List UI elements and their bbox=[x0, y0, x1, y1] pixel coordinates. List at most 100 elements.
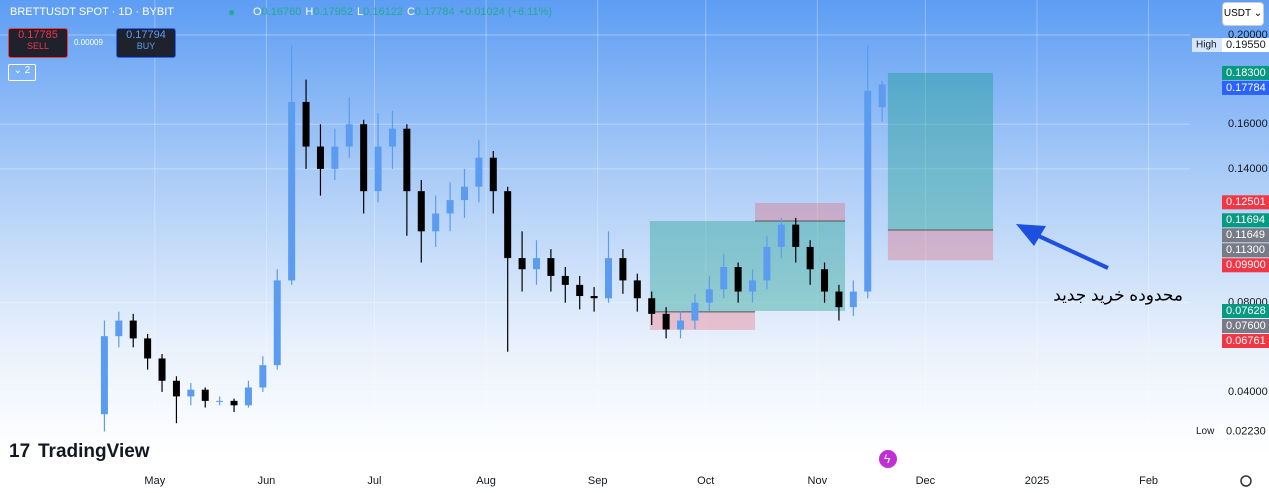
price-label: 0.11694 bbox=[1226, 214, 1265, 226]
marker-value: 0.19550 bbox=[1226, 39, 1266, 51]
candle-body bbox=[734, 267, 742, 292]
candle-body bbox=[273, 280, 281, 366]
event-icon[interactable] bbox=[879, 450, 897, 468]
candle-body bbox=[518, 258, 526, 270]
candle-body bbox=[432, 213, 440, 232]
y-tick-label: 0.16000 bbox=[1228, 118, 1268, 130]
ohlc-key: O bbox=[253, 6, 262, 18]
candle-body bbox=[576, 284, 584, 297]
candle-body bbox=[619, 258, 627, 281]
candle-body bbox=[475, 157, 483, 187]
indicators-count: 2 bbox=[24, 65, 31, 76]
marker-box bbox=[1192, 424, 1222, 439]
price-label-box bbox=[1222, 303, 1269, 318]
candle-body bbox=[878, 84, 886, 108]
candle-body bbox=[259, 365, 267, 388]
y-tick-label: 0.20000 bbox=[1228, 29, 1268, 41]
price-label: 0.06761 bbox=[1226, 335, 1266, 347]
ohlc-key: C bbox=[406, 6, 415, 18]
candle-body bbox=[806, 246, 814, 270]
candle-body bbox=[316, 146, 324, 169]
candle-body bbox=[230, 400, 238, 406]
candle-body bbox=[388, 128, 396, 147]
price-label-box bbox=[1222, 80, 1269, 95]
status-dot: ● bbox=[228, 5, 236, 19]
price-label: 0.07600 bbox=[1226, 320, 1266, 332]
buy-price: 0.17794 bbox=[126, 29, 166, 41]
x-tick-label: 2025 bbox=[1025, 475, 1049, 487]
x-tick-label: Aug bbox=[476, 475, 496, 487]
candle-body bbox=[302, 101, 310, 147]
ohlc-key: H bbox=[305, 6, 314, 18]
ohlc-value: 0.16122 bbox=[363, 6, 403, 18]
x-tick-label: Nov bbox=[808, 475, 828, 487]
price-label-box bbox=[1222, 318, 1269, 333]
candle-body bbox=[662, 313, 670, 330]
marker-name: High bbox=[1196, 40, 1217, 51]
candle-body bbox=[446, 200, 454, 214]
candle-body bbox=[749, 280, 757, 292]
marker-name: Low bbox=[1196, 426, 1215, 437]
y-tick-label: 0.14000 bbox=[1228, 163, 1268, 175]
profit-zone bbox=[649, 221, 756, 312]
candle-body bbox=[417, 191, 425, 232]
price-label-box bbox=[1222, 213, 1269, 228]
loss-zone bbox=[887, 229, 994, 261]
price-label: 0.11649 bbox=[1226, 229, 1265, 241]
candle-body bbox=[777, 224, 785, 247]
candle-body bbox=[489, 157, 497, 192]
ohlc-value: 0.17952 bbox=[313, 6, 354, 18]
settings-icon[interactable] bbox=[1240, 475, 1252, 487]
currency: USDT bbox=[1223, 8, 1251, 19]
x-tick-label: Dec bbox=[916, 475, 936, 487]
candle-body bbox=[158, 358, 166, 381]
buy-label: BUY bbox=[136, 41, 156, 51]
candle-body bbox=[360, 124, 368, 192]
arrow-shaft bbox=[1029, 230, 1109, 270]
symbol-title: BRETTUSDT SPOT · 1D · BYBIT bbox=[10, 6, 174, 18]
candle-body bbox=[849, 291, 857, 308]
price-label: 0.09900 bbox=[1226, 259, 1266, 271]
price-label-box bbox=[1222, 228, 1269, 243]
candle-body bbox=[821, 269, 829, 292]
candle-body bbox=[460, 186, 468, 201]
event-icon-glyph: ϟ bbox=[884, 452, 891, 466]
price-label: 0.07628 bbox=[1226, 305, 1266, 317]
candle-body bbox=[504, 191, 512, 259]
candle-body bbox=[144, 338, 152, 359]
ohlc-value: 0.17784 bbox=[414, 6, 455, 18]
sell-button[interactable]: 0.17785 SELL bbox=[8, 28, 68, 58]
arrow-head bbox=[1016, 224, 1046, 246]
spread: 0.00009 bbox=[74, 38, 103, 47]
candle-body bbox=[590, 296, 598, 299]
candle-body bbox=[172, 380, 180, 397]
candle-body bbox=[532, 258, 540, 270]
buy-button[interactable]: 0.17794 BUY bbox=[116, 28, 176, 58]
candle-body bbox=[633, 280, 641, 299]
candle-body bbox=[331, 146, 339, 169]
candle-body bbox=[345, 124, 353, 147]
marker-value-box bbox=[1222, 424, 1269, 439]
candle-body bbox=[835, 291, 843, 308]
loss-zone bbox=[755, 202, 846, 222]
ohlc-key: L bbox=[357, 6, 364, 18]
candle-body bbox=[705, 289, 713, 303]
candle-body bbox=[288, 101, 296, 281]
annotation: محدوده خرید جدید bbox=[1053, 285, 1183, 305]
candle-body bbox=[216, 400, 224, 402]
symbol: BRETTUSDT SPOT · 1D · BYBIT bbox=[10, 6, 175, 18]
currency-select[interactable]: USDT ⌄ bbox=[1222, 2, 1264, 26]
candle-body bbox=[720, 267, 728, 290]
ohlc-value: 0.16760 bbox=[261, 6, 302, 18]
candle-body bbox=[561, 275, 569, 285]
price-label-box bbox=[1222, 243, 1269, 258]
ohlc-row: O0.16760 H0.17952 L0.16122 C0.17784 +0.01024… bbox=[253, 6, 552, 18]
candle-body bbox=[605, 258, 613, 299]
x-tick-label: Feb bbox=[1139, 475, 1158, 487]
candle-body bbox=[792, 224, 800, 247]
x-tick-label: Jul bbox=[367, 475, 381, 487]
candle-body bbox=[244, 387, 252, 406]
indicators-toggle[interactable]: ⌄ 2 bbox=[8, 64, 36, 81]
